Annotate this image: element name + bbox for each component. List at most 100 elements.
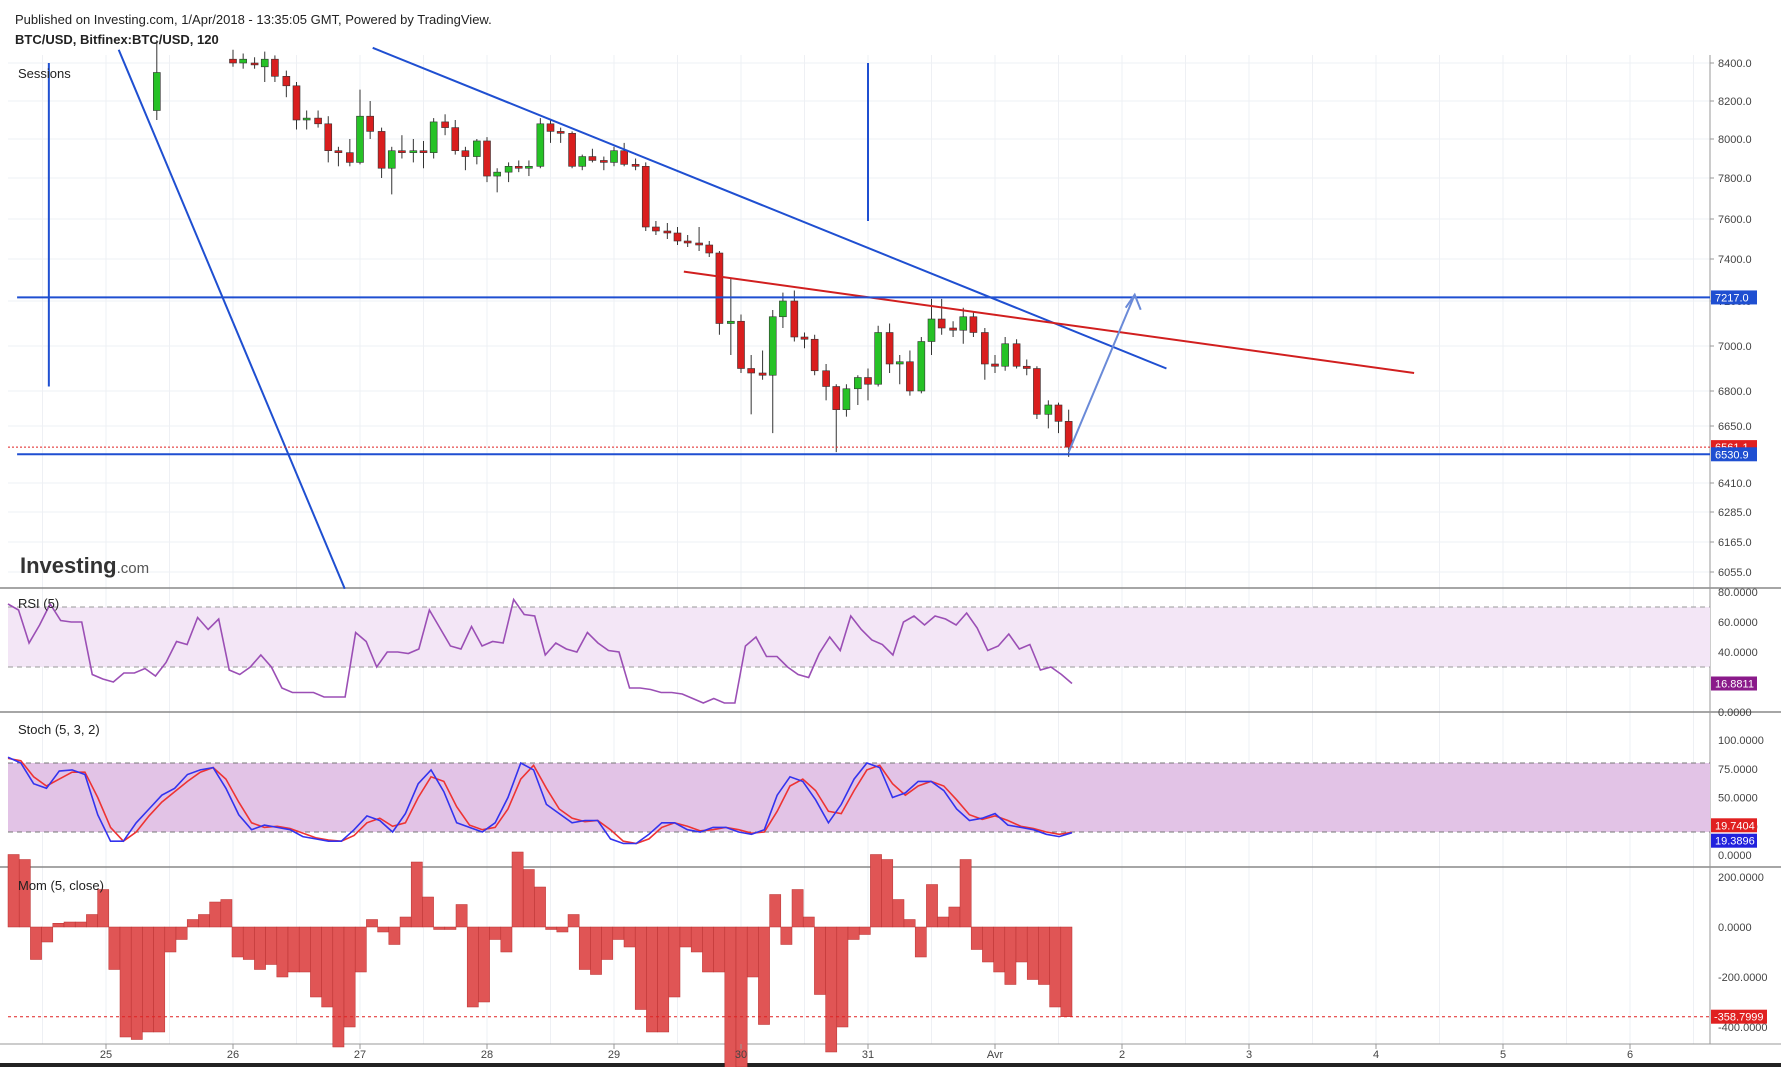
mom-bar xyxy=(422,896,434,928)
bottom-bar xyxy=(0,1063,1781,1067)
candle-body xyxy=(937,318,946,329)
candle xyxy=(546,120,555,143)
candle xyxy=(842,384,851,417)
price-tag xyxy=(1711,290,1757,305)
candle-body xyxy=(578,156,587,167)
mom-bar xyxy=(802,916,815,928)
candle xyxy=(282,70,291,98)
candle-body xyxy=(864,377,872,385)
candle xyxy=(790,290,799,342)
candle-body xyxy=(874,332,882,385)
candle xyxy=(441,114,449,136)
candle xyxy=(652,221,660,235)
candle xyxy=(493,168,501,193)
candle-body xyxy=(441,121,449,128)
mom-label: Mom (5, close) xyxy=(18,878,104,893)
candle xyxy=(260,51,269,82)
candle xyxy=(610,146,618,167)
price-tick-label: 6055.0 xyxy=(1718,567,1752,579)
stoch-d-tag xyxy=(1711,818,1757,833)
candle-body xyxy=(695,242,703,246)
candle-body xyxy=(652,226,660,232)
mom-bar xyxy=(511,851,524,928)
candle-body xyxy=(334,150,343,153)
candle xyxy=(758,350,767,380)
candle xyxy=(747,355,755,415)
mom-bar xyxy=(903,919,916,928)
time-tick-label: 29 xyxy=(608,1049,620,1061)
candle-body xyxy=(885,332,894,365)
candle xyxy=(429,118,438,159)
mom-bar xyxy=(377,926,390,933)
candle-body xyxy=(842,388,851,410)
price-tick-label: 8000.0 xyxy=(1718,134,1752,146)
stoch-tick-label: 75.0000 xyxy=(1718,764,1758,776)
candle xyxy=(229,49,237,67)
candle-body xyxy=(473,140,481,157)
mom-bar xyxy=(914,926,927,958)
candle-body xyxy=(302,117,311,121)
mom-bar xyxy=(970,926,983,950)
candle xyxy=(822,364,830,401)
candle xyxy=(631,158,640,171)
candle-body xyxy=(324,123,333,152)
candle-body xyxy=(239,58,247,64)
price-tag-label: 7217.0 xyxy=(1715,292,1749,304)
price-tick-label: 8200.0 xyxy=(1718,96,1752,108)
candle xyxy=(969,312,978,337)
grid xyxy=(8,55,1710,1044)
mom-bar xyxy=(937,916,950,928)
stoch-tick-label: 50.0000 xyxy=(1718,793,1758,805)
candle xyxy=(1033,366,1041,419)
candle-body xyxy=(461,150,470,157)
candle-body xyxy=(1012,343,1021,367)
candle-body xyxy=(610,150,618,163)
candle-body xyxy=(620,150,628,165)
candle xyxy=(663,223,672,239)
candle-body xyxy=(895,361,904,365)
candle-body xyxy=(779,300,787,318)
candle xyxy=(832,384,841,453)
mom-bar xyxy=(399,916,412,928)
candle-body xyxy=(1033,368,1041,415)
candle xyxy=(727,277,735,355)
mom-bar xyxy=(220,899,233,928)
mom-bar xyxy=(343,926,356,1028)
candle xyxy=(895,355,904,385)
price-tick-label: 6410.0 xyxy=(1718,478,1752,490)
time-tick-label: Avr xyxy=(987,1049,1004,1061)
candle xyxy=(346,139,354,167)
investing-logo: Investing.com xyxy=(20,553,149,578)
logo-name: Investing xyxy=(20,553,117,578)
candle xyxy=(578,154,587,171)
mom-bar xyxy=(556,926,569,933)
candle xyxy=(302,110,311,130)
mom-bar xyxy=(74,921,87,928)
candle xyxy=(536,118,545,169)
candle xyxy=(514,160,523,173)
candle-body xyxy=(1054,404,1063,422)
rsi-last-label: 16.8811 xyxy=(1715,679,1754,691)
mom-bar xyxy=(601,926,614,960)
mom-tick-label: -400.0000 xyxy=(1718,1022,1768,1034)
price-tag xyxy=(1711,447,1757,462)
trendline xyxy=(372,46,1167,370)
candle-body xyxy=(568,133,576,167)
candle-body xyxy=(153,72,161,111)
candle-body xyxy=(356,115,364,163)
candle xyxy=(800,332,809,349)
candle-body xyxy=(800,336,809,340)
trendlines xyxy=(8,46,1710,590)
candle xyxy=(620,142,628,167)
candle-body xyxy=(271,58,279,77)
price-tick-label: 6285.0 xyxy=(1718,507,1752,519)
candle-body xyxy=(969,316,978,333)
symbol-info: BTC/USD, Bitfinex:BTC/USD, 120 xyxy=(15,32,219,47)
price-tick-label: 7000.0 xyxy=(1718,341,1752,353)
mom-bar xyxy=(354,926,367,973)
mom-bar xyxy=(366,919,378,928)
candle-body xyxy=(525,166,533,169)
candle xyxy=(483,137,491,183)
mom-bar xyxy=(679,926,692,948)
